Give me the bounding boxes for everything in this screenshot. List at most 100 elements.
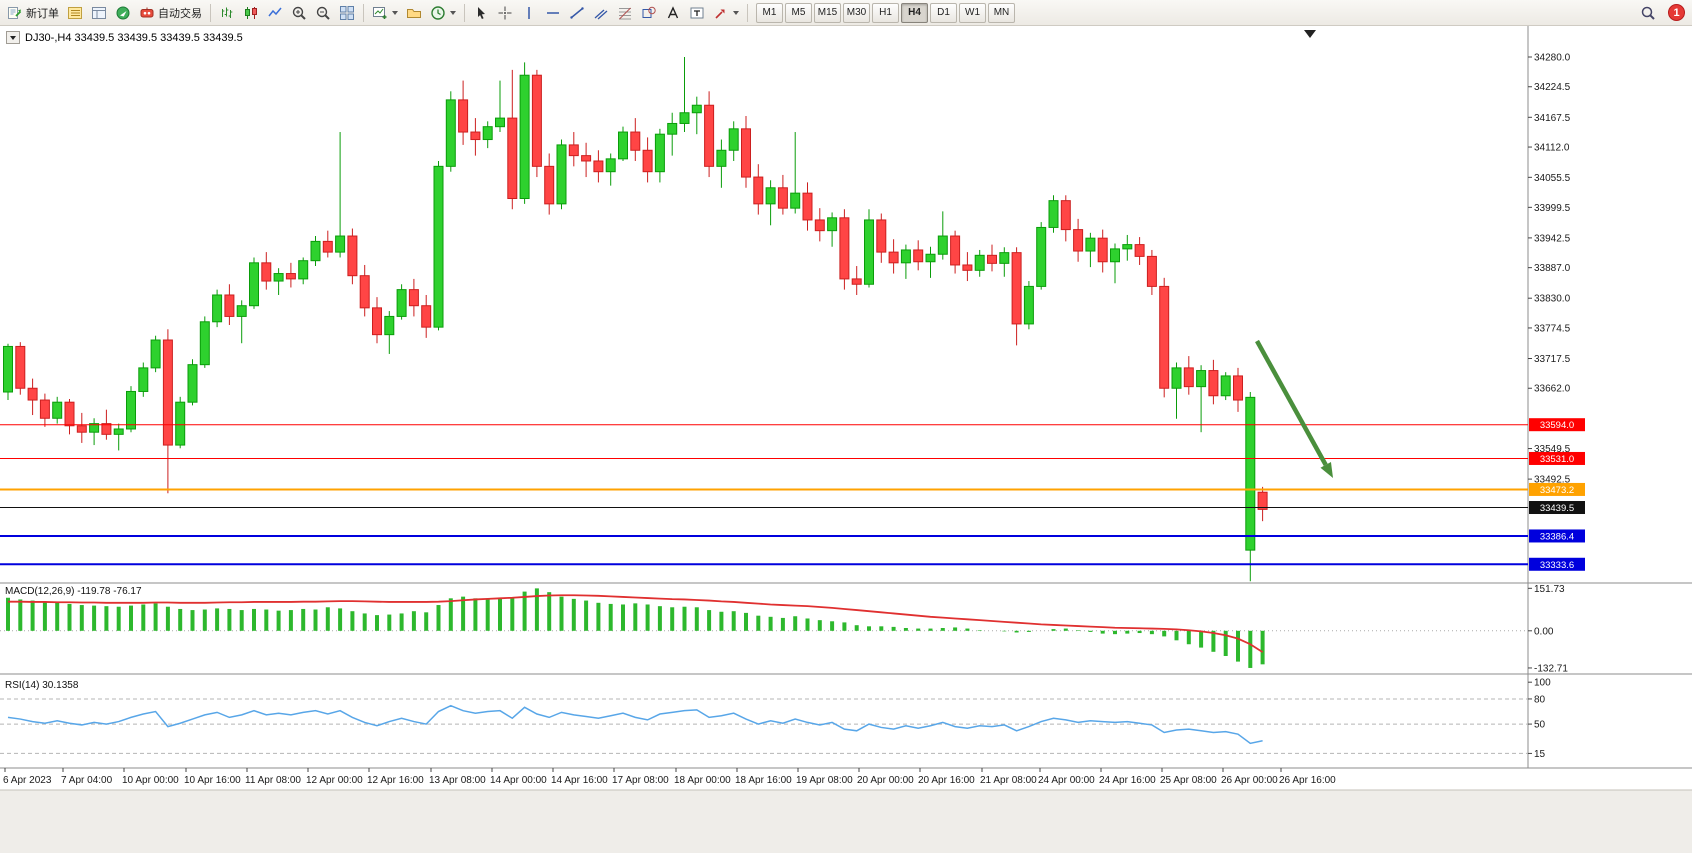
svg-text:17 Apr 08:00: 17 Apr 08:00 [612, 775, 669, 786]
new-chart-icon [373, 6, 387, 19]
tile-windows-icon [340, 5, 354, 20]
timeframe-button-M1[interactable]: M1 [756, 2, 783, 23]
timeframe-button-MN[interactable]: MN [988, 2, 1015, 23]
crosshair-icon [498, 6, 512, 19]
svg-text:14 Apr 00:00: 14 Apr 00:00 [490, 775, 547, 786]
text-label-icon [690, 7, 704, 18]
svg-text:33942.5: 33942.5 [1534, 233, 1571, 244]
timeframe-button-H1[interactable]: H1 [872, 2, 899, 23]
svg-text:21 Apr 08:00: 21 Apr 08:00 [980, 775, 1037, 786]
svg-text:34224.5: 34224.5 [1534, 82, 1571, 93]
fibonacci-icon [619, 7, 631, 19]
timeframe-button-M30[interactable]: M30 [843, 2, 870, 23]
line-chart-mode-button[interactable] [263, 2, 287, 24]
notification-badge[interactable]: 1 [1668, 4, 1685, 21]
chart-shift-marker[interactable] [1304, 30, 1316, 38]
timeframe-button-H4[interactable]: H4 [901, 2, 928, 23]
bar-chart-icon [222, 7, 233, 18]
svg-text:33386.4: 33386.4 [1540, 531, 1574, 542]
arrow-tool-icon [715, 9, 725, 19]
timeframe-button-D1[interactable]: D1 [930, 2, 957, 23]
period-clock-button[interactable] [426, 2, 460, 24]
chart-dropdown-button[interactable] [6, 31, 20, 44]
vertical-line-icon [528, 6, 530, 19]
svg-text:34055.5: 34055.5 [1534, 173, 1571, 184]
autotrade-button[interactable]: 自动交易 [135, 2, 206, 24]
search-button[interactable] [1636, 2, 1660, 24]
toolbar-separator [363, 3, 364, 22]
arrows-tool-button[interactable] [709, 2, 743, 24]
trendline-tool-button[interactable] [565, 2, 589, 24]
price-badge-33333.6: 33333.6 [1529, 557, 1585, 571]
svg-text:18 Apr 00:00: 18 Apr 00:00 [674, 775, 731, 786]
svg-text:33774.5: 33774.5 [1534, 323, 1571, 334]
timeframe-button-W1[interactable]: W1 [959, 2, 986, 23]
svg-text:10 Apr 16:00: 10 Apr 16:00 [184, 775, 241, 786]
svg-text:25 Apr 08:00: 25 Apr 08:00 [1160, 775, 1217, 786]
timeframe-button-M15[interactable]: M15 [814, 2, 841, 23]
svg-text:33439.5: 33439.5 [1540, 503, 1574, 514]
navigator-button[interactable] [111, 2, 135, 24]
cursor-tool-button[interactable] [469, 2, 493, 24]
rsi-label: RSI(14) 30.1358 [5, 680, 79, 691]
svg-text:7 Apr 04:00: 7 Apr 04:00 [61, 775, 113, 786]
toolbar-separator [210, 3, 211, 22]
channel-tool-button[interactable] [589, 2, 613, 24]
bar-chart-mode-button[interactable] [215, 2, 239, 24]
time-axis[interactable]: 6 Apr 2023 7 Apr 04:00 10 Apr 00:00 10 Apr … [3, 768, 1336, 786]
svg-text:33333.6: 33333.6 [1540, 560, 1574, 571]
profiles-folder-icon [407, 8, 421, 18]
shapes-tool-button[interactable] [637, 2, 661, 24]
svg-text:26 Apr 00:00: 26 Apr 00:00 [1221, 775, 1278, 786]
svg-text:14 Apr 16:00: 14 Apr 16:00 [551, 775, 608, 786]
svg-text:33531.0: 33531.0 [1540, 454, 1574, 465]
svg-text:26 Apr 16:00: 26 Apr 16:00 [1279, 775, 1336, 786]
zoom-in-button[interactable] [287, 2, 311, 24]
crosshair-tool-button[interactable] [493, 2, 517, 24]
chart-symbol-label: DJ30-,H4 33439.5 33439.5 33439.5 33439.5 [25, 31, 243, 44]
tile-windows-button[interactable] [335, 2, 359, 24]
macd-scale-label: 0.00 [1534, 626, 1554, 637]
candlestick-icon [245, 6, 257, 19]
text-tool-button[interactable] [661, 2, 685, 24]
horizontal-line-tool-button[interactable] [541, 2, 565, 24]
market-watch-button[interactable] [63, 2, 87, 24]
svg-text:33887.0: 33887.0 [1534, 263, 1571, 274]
fibonacci-tool-button[interactable] [613, 2, 637, 24]
svg-text:12 Apr 16:00: 12 Apr 16:00 [367, 775, 424, 786]
chart-background [0, 26, 1692, 790]
zoom-out-button[interactable] [311, 2, 335, 24]
symbol-row: DJ30-,H4 33439.5 33439.5 33439.5 33439.5 [6, 31, 243, 44]
down-arrow-annotation[interactable] [1255, 339, 1333, 478]
search-icon [1641, 6, 1655, 20]
macd-signal-line [8, 594, 1264, 653]
toolbar-separator [747, 3, 748, 22]
svg-text:34167.5: 34167.5 [1534, 113, 1571, 124]
chevron-down-icon [450, 10, 456, 15]
rsi-scale-label: 100 [1534, 678, 1551, 689]
vertical-line-tool-button[interactable] [517, 2, 541, 24]
text-label-tool-button[interactable] [685, 2, 709, 24]
price-badge-33594.0: 33594.0 [1529, 418, 1585, 432]
data-window-icon [92, 6, 106, 19]
svg-text:34112.0: 34112.0 [1534, 143, 1570, 154]
price-axis[interactable]: 34280.0 34224.5 34167.5 34112.0 34055.5 33999… [1528, 53, 1571, 486]
profiles-button[interactable] [402, 2, 426, 24]
new-order-button[interactable]: 新订单 [3, 2, 63, 24]
horizontal-line-icon [547, 11, 559, 14]
svg-text:33473.2: 33473.2 [1540, 485, 1574, 496]
svg-text:11 Apr 08:00: 11 Apr 08:00 [245, 775, 301, 786]
chevron-down-icon [733, 10, 739, 15]
candlestick-mode-button[interactable] [239, 2, 263, 24]
svg-text:33830.0: 33830.0 [1534, 294, 1571, 305]
svg-text:24 Apr 16:00: 24 Apr 16:00 [1099, 775, 1156, 786]
timeframe-button-M5[interactable]: M5 [785, 2, 812, 23]
new-chart-button[interactable] [368, 2, 402, 24]
svg-text:33594.0: 33594.0 [1540, 420, 1574, 431]
price-badge-33439.5: 33439.5 [1529, 501, 1585, 515]
svg-text:33999.5: 33999.5 [1534, 203, 1571, 214]
data-window-button[interactable] [87, 2, 111, 24]
shapes-icon [642, 6, 656, 18]
chevron-down-icon [10, 35, 16, 40]
